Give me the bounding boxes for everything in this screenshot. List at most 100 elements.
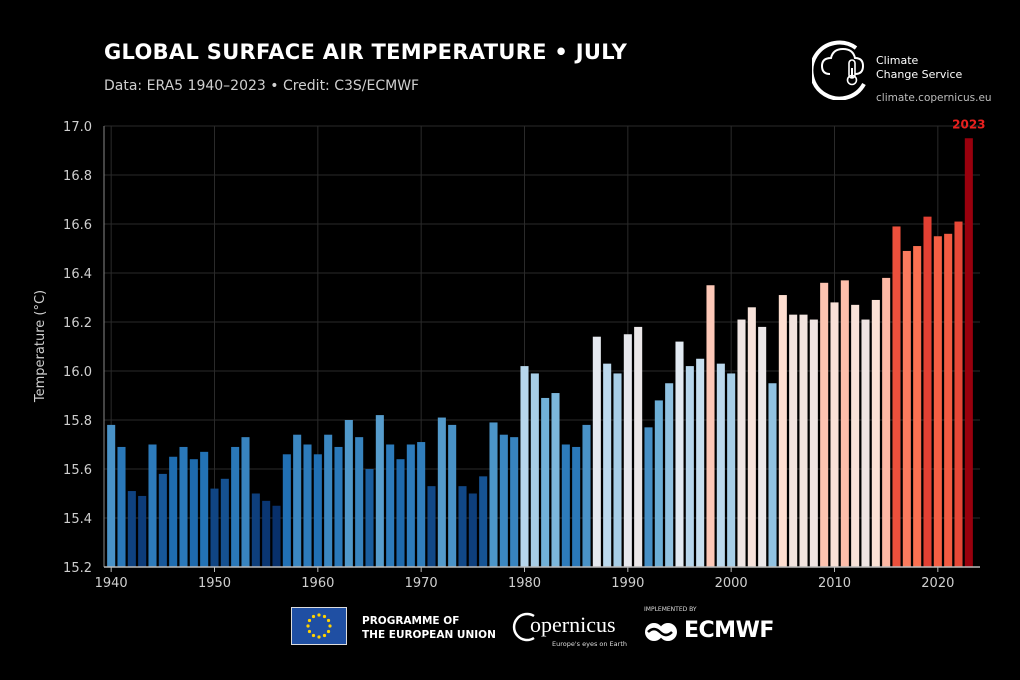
y-axis-label: Temperature (°C) (33, 290, 48, 403)
y-tick-label: 15.4 (63, 512, 92, 527)
x-axis: 1940 1950 1960 1970 1980 1990 2000 2010 2020 (95, 566, 980, 591)
bar-2010 (830, 302, 839, 567)
bar-1960 (313, 454, 322, 567)
y-tick-label: 16.8 (63, 169, 92, 184)
y-axis: 15.2 15.4 15.6 15.8 16.0 16.2 16.4 16.6 16.8 17.0 (63, 120, 105, 576)
y-tick-label: 15.6 (63, 463, 92, 478)
bar-1991 (634, 326, 643, 567)
bar-1941 (117, 446, 126, 567)
bar-1999 (716, 363, 725, 567)
ecmwf-label: ECMWF (684, 618, 774, 643)
x-tick-label: 1940 (95, 576, 128, 591)
bar-2019 (923, 216, 932, 567)
highlight-year-label: 2023 (952, 117, 985, 131)
bar-1953 (241, 437, 250, 567)
bar-2001 (737, 319, 746, 567)
y-tick-label: 15.2 (63, 561, 92, 576)
bar-1988 (603, 363, 612, 567)
bar-2021 (944, 233, 953, 568)
bar-2018 (913, 246, 922, 568)
bar-2022 (954, 221, 963, 568)
bar-1950 (210, 488, 219, 567)
bar-1964 (355, 437, 364, 567)
chart-title: GLOBAL SURFACE AIR TEMPERATURE • JULY (104, 40, 628, 64)
copernicus-logo[interactable]: opernicus Europe's eyes on Earth (510, 608, 630, 650)
climate-change-service-logo[interactable]: Climate Change Service climate.copernicu… (809, 38, 1012, 108)
bar-2004 (768, 383, 777, 567)
bar-1948 (189, 459, 198, 567)
x-tick-label: 1960 (301, 576, 334, 591)
bar-1990 (623, 334, 632, 567)
bar-1963 (344, 420, 353, 567)
bar-chart: 15.2 15.4 15.6 15.8 16.0 16.2 16.4 16.6 16.8 17.0… (33, 117, 986, 591)
bar-1974 (458, 486, 467, 567)
bar-1942 (127, 491, 136, 567)
bar-1977 (489, 422, 498, 567)
bar-2003 (758, 326, 767, 567)
bar-1976 (479, 476, 488, 567)
y-tick-label: 16.0 (63, 365, 92, 380)
bar-1967 (386, 444, 395, 567)
bar-1955 (262, 500, 271, 567)
bar-1986 (582, 424, 591, 567)
bar-1952 (231, 446, 240, 567)
bar-2016 (892, 226, 901, 567)
bar-1959 (303, 444, 312, 567)
bar-2013 (861, 319, 870, 567)
chart-subtitle: Data: ERA5 1940–2023 • Credit: C3S/ECMWF (104, 78, 420, 94)
bar-1956 (272, 505, 281, 567)
bar-2023 (964, 138, 973, 567)
bar-2014 (871, 299, 880, 567)
bar-1996 (685, 366, 694, 567)
bar-1985 (572, 446, 581, 567)
bar-1961 (324, 434, 333, 567)
bar-1971 (427, 486, 436, 567)
x-tick-label: 1990 (611, 576, 644, 591)
ecmwf-logo[interactable]: IMPLEMENTED BY ECMWF (644, 606, 804, 650)
y-tick-label: 16.4 (63, 267, 92, 282)
bar-1982 (541, 397, 550, 567)
bar-2002 (747, 307, 756, 567)
brand-name: Climate Change Service (876, 54, 963, 81)
copernicus-tagline: Europe's eyes on Earth (552, 640, 627, 648)
y-tick-label: 16.6 (63, 218, 92, 233)
bar-2008 (809, 319, 818, 567)
implemented-by-label: IMPLEMENTED BY (644, 606, 697, 613)
y-tick-label: 15.8 (63, 414, 92, 429)
bar-2009 (820, 282, 829, 567)
bar-1962 (334, 446, 343, 567)
x-tick-label: 2010 (818, 576, 851, 591)
bar-2000 (727, 373, 736, 567)
bar-1958 (293, 434, 302, 567)
bar-series (107, 138, 973, 568)
x-tick-label: 1980 (508, 576, 541, 591)
bar-2020 (933, 236, 942, 567)
copernicus-c-icon (512, 612, 535, 642)
bar-1966 (375, 415, 384, 567)
bar-1992 (644, 427, 653, 567)
bar-1983 (551, 393, 560, 567)
x-tick-label: 1970 (405, 576, 438, 591)
bar-1947 (179, 446, 188, 567)
y-tick-label: 16.2 (63, 316, 92, 331)
eu-programme-label: PROGRAMME OF THE EUROPEAN UNION (362, 615, 496, 641)
bar-1989 (613, 373, 622, 567)
bar-1940 (107, 424, 116, 567)
bar-1978 (499, 434, 508, 567)
bar-1998 (706, 285, 715, 567)
bar-1994 (665, 383, 674, 567)
bar-2015 (882, 277, 891, 567)
bar-2005 (778, 295, 787, 567)
x-tick-label: 2020 (921, 576, 954, 591)
bar-1951 (220, 478, 229, 567)
bar-1997 (696, 358, 705, 567)
ecmwf-wave-icon (645, 623, 677, 641)
bar-2017 (902, 250, 911, 567)
bar-1993 (654, 400, 663, 567)
bar-2011 (840, 280, 849, 567)
bar-1946 (169, 456, 178, 567)
brand-url[interactable]: climate.copernicus.eu (876, 92, 992, 104)
bar-1975 (468, 493, 477, 567)
footer-logos: PROGRAMME OF THE EUROPEAN UNION opernicu… (0, 600, 1020, 660)
bar-1980 (520, 366, 529, 567)
